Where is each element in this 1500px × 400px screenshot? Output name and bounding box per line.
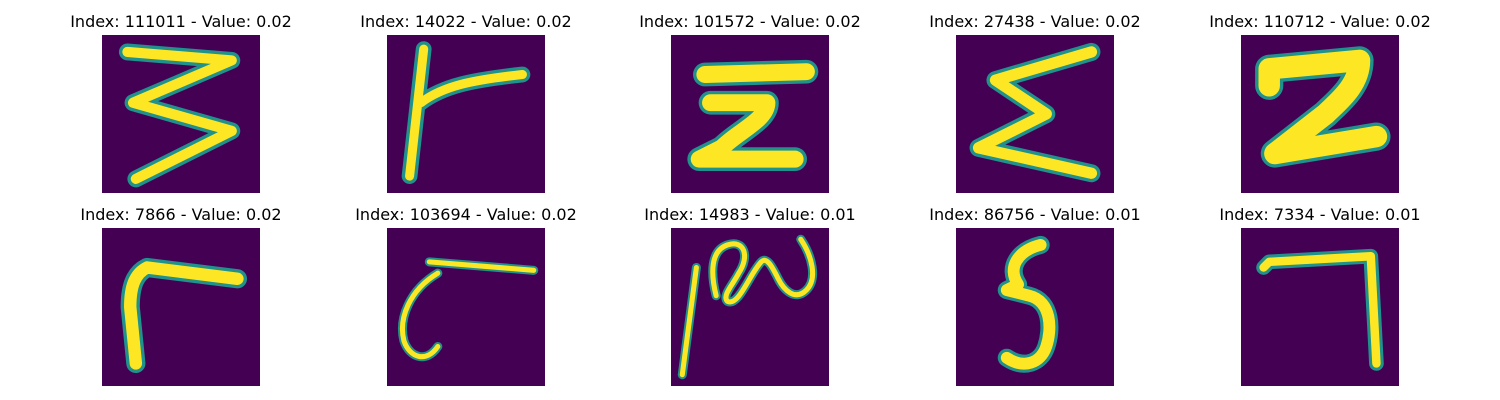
panel-title: Index: 7334 - Value: 0.01 — [1219, 205, 1421, 224]
digit-image — [387, 35, 545, 193]
panel-title: Index: 27438 - Value: 0.02 — [929, 12, 1141, 31]
digit-image — [956, 228, 1114, 386]
digit-image — [1241, 35, 1399, 193]
panel-title: Index: 14983 - Value: 0.01 — [644, 205, 856, 224]
panel-title: Index: 86756 - Value: 0.01 — [929, 205, 1141, 224]
panel-title: Index: 7866 - Value: 0.02 — [80, 205, 282, 224]
digit-image — [671, 228, 829, 386]
digit-image — [1241, 228, 1399, 386]
digit-image — [671, 35, 829, 193]
panel-title: Index: 14022 - Value: 0.02 — [360, 12, 572, 31]
panel-title: Index: 101572 - Value: 0.02 — [639, 12, 861, 31]
digit-image — [102, 35, 260, 193]
digit-image — [102, 228, 260, 386]
digit-image — [956, 35, 1114, 193]
panel-title: Index: 110712 - Value: 0.02 — [1209, 12, 1431, 31]
panel-title: Index: 111011 - Value: 0.02 — [70, 12, 292, 31]
digit-image — [387, 228, 545, 386]
panel-title: Index: 103694 - Value: 0.02 — [355, 205, 577, 224]
